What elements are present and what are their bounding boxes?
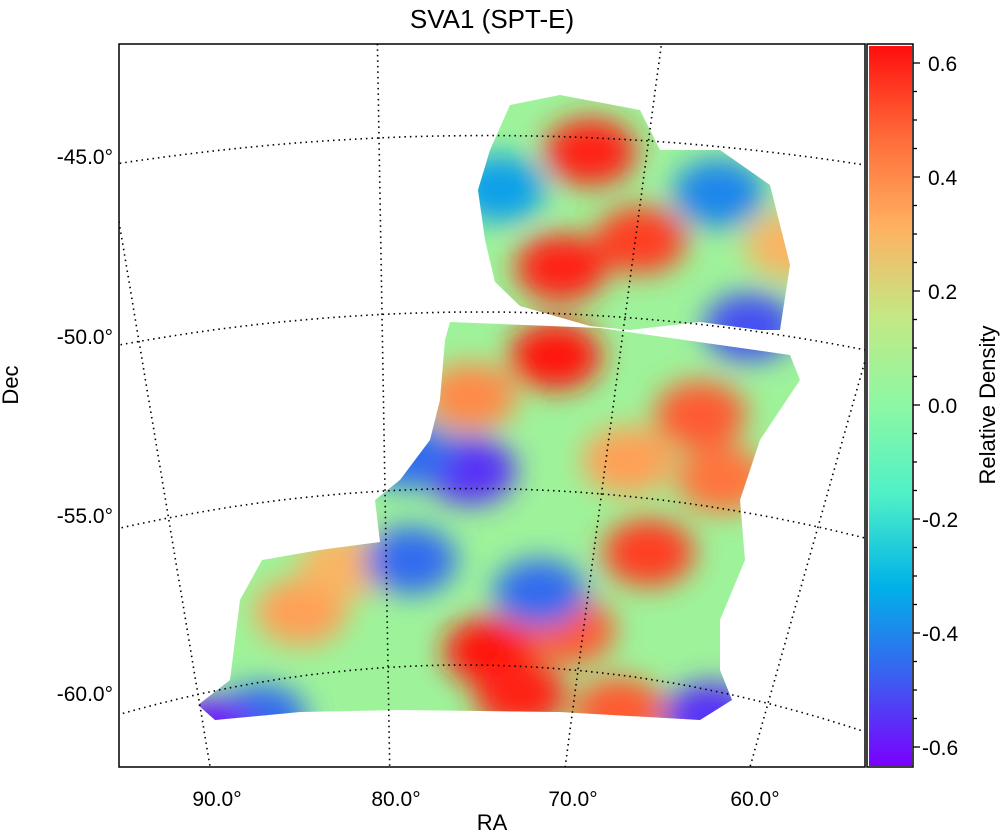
y-tick-label: -50.0° bbox=[57, 326, 113, 349]
overdensity-region bbox=[544, 117, 637, 186]
colorbar: 0.6 0.4 0.2 0.0 -0.2 -0.4 -0.6 Relative … bbox=[866, 43, 1000, 768]
y-tick-labels: -45.0° -50.0° -55.0° -60.0° bbox=[57, 146, 113, 706]
colorbar-tick-label: 0.2 bbox=[928, 281, 957, 304]
y-axis-label: Dec bbox=[0, 365, 23, 404]
overdensity-region bbox=[573, 677, 666, 720]
x-axis-label: RA bbox=[477, 810, 508, 832]
overdensity-region bbox=[255, 577, 348, 646]
plot-frame bbox=[118, 43, 866, 768]
overdensity-region bbox=[594, 206, 687, 275]
colorbar-gradient bbox=[869, 46, 912, 766]
underdensity-region bbox=[364, 526, 457, 595]
underdensity-region bbox=[360, 420, 453, 489]
chart-title: SVA1 (SPT-E) bbox=[410, 4, 574, 34]
colorbar-tick-label: -0.2 bbox=[922, 509, 958, 532]
density-map bbox=[198, 95, 800, 720]
overdensity-region bbox=[582, 426, 675, 495]
overdensity-region bbox=[744, 211, 800, 280]
overdensity-region bbox=[474, 660, 567, 720]
ra-grid-line bbox=[749, 358, 865, 767]
ra-grid-line bbox=[376, 44, 391, 767]
overdensity-region bbox=[515, 233, 608, 302]
y-tick-label: -55.0° bbox=[57, 505, 113, 528]
colorbar-tick-label: -0.6 bbox=[922, 737, 958, 760]
x-tick-label: 70.0° bbox=[548, 788, 597, 811]
y-tick-label: -60.0° bbox=[57, 683, 113, 706]
x-tick-label: 90.0° bbox=[192, 788, 241, 811]
colorbar-label: Relative Density bbox=[975, 326, 1000, 485]
x-tick-label: 60.0° bbox=[730, 788, 779, 811]
x-tick-label: 80.0° bbox=[371, 788, 420, 811]
overdensity-region bbox=[602, 518, 695, 587]
underdensity-region bbox=[672, 159, 765, 228]
underdensity-region bbox=[454, 154, 547, 223]
underdensity-region bbox=[198, 697, 257, 720]
underdensity-region bbox=[493, 558, 586, 627]
x-tick-labels: 90.0° 80.0° 70.0° 60.0° bbox=[192, 788, 779, 811]
colorbar-tick-label: 0.0 bbox=[928, 395, 957, 418]
overdensity-region bbox=[654, 380, 747, 449]
colorbar-tick-label: 0.4 bbox=[928, 167, 958, 190]
colorbar-tick-label: 0.6 bbox=[928, 53, 957, 76]
ra-grid-line bbox=[119, 217, 211, 767]
overdensity-region bbox=[424, 362, 517, 431]
dec-grid-line bbox=[119, 487, 865, 539]
overdensity-region bbox=[509, 321, 602, 390]
y-tick-label: -45.0° bbox=[57, 146, 113, 169]
underdensity-region bbox=[664, 682, 757, 720]
colorbar-tick-label: -0.4 bbox=[922, 623, 959, 646]
